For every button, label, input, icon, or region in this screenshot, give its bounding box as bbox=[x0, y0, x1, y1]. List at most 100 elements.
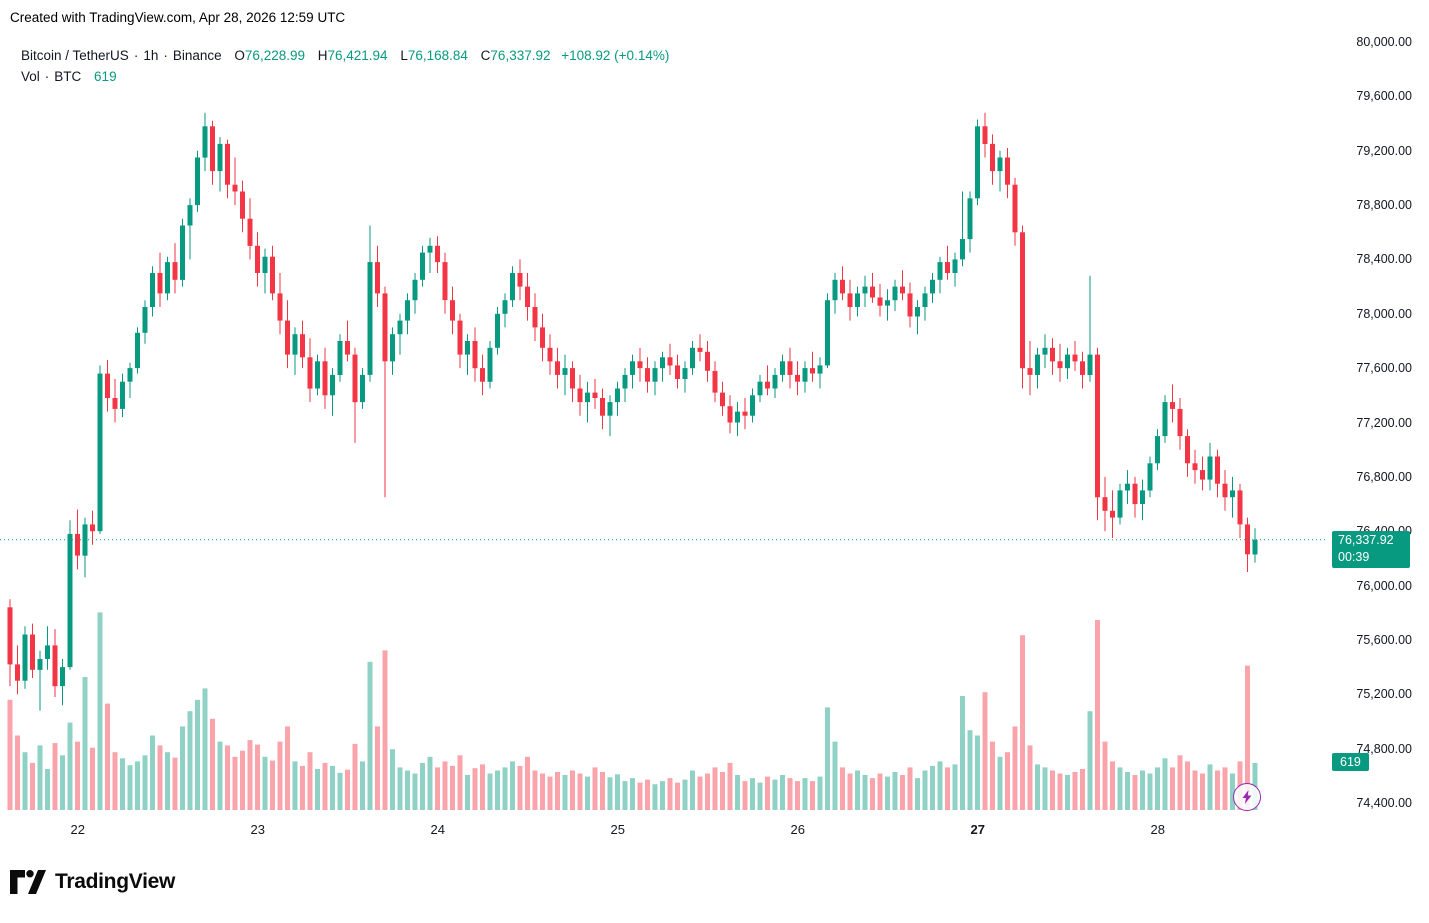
volume-bar bbox=[840, 767, 845, 810]
candle-body bbox=[675, 365, 680, 379]
candle-body bbox=[547, 347, 553, 362]
volume-label[interactable]: Vol bbox=[21, 69, 40, 84]
volume-bar bbox=[975, 735, 980, 810]
candle-body bbox=[780, 361, 785, 375]
separator: · bbox=[163, 48, 168, 63]
candle-body bbox=[390, 334, 395, 362]
volume-bar bbox=[195, 699, 200, 810]
candle-body bbox=[795, 374, 800, 382]
candle-body bbox=[322, 361, 328, 396]
price-axis[interactable]: 80,000.00 79,600.00 79,200.00 78,800.00 78,4… bbox=[1329, 0, 1429, 860]
candle-body bbox=[810, 368, 815, 374]
volume-legend-row: Vol · BTC 619 bbox=[21, 66, 669, 87]
volume-bar bbox=[622, 781, 628, 810]
candle-body bbox=[997, 157, 1003, 172]
volume-bar bbox=[937, 761, 943, 810]
candle-body bbox=[90, 524, 95, 532]
candle-body bbox=[870, 286, 875, 298]
candle-body bbox=[405, 300, 410, 321]
volume-bar bbox=[780, 775, 785, 810]
price-axis-label: 74,400.00 bbox=[1356, 796, 1412, 810]
tradingview-logo[interactable]: TradingView bbox=[10, 870, 175, 894]
candle-body bbox=[802, 368, 808, 382]
candle-body bbox=[975, 126, 980, 199]
volume-bar bbox=[795, 781, 800, 810]
volume-bar bbox=[7, 699, 13, 810]
candle-body bbox=[1162, 402, 1168, 437]
volume-bar bbox=[967, 730, 973, 810]
volume-bar bbox=[1140, 770, 1145, 810]
volume-bar bbox=[1102, 741, 1108, 810]
price-axis-label: 75,200.00 bbox=[1356, 687, 1412, 702]
candle-body bbox=[907, 293, 913, 317]
volume-bar bbox=[592, 767, 598, 810]
candle-body bbox=[1200, 470, 1205, 480]
volume-bar bbox=[892, 772, 898, 810]
candle-body bbox=[825, 300, 830, 366]
candle-body bbox=[255, 245, 260, 273]
price-axis-label: 78,000.00 bbox=[1356, 306, 1412, 321]
interval-label[interactable]: 1h bbox=[143, 48, 159, 63]
candle-body bbox=[37, 659, 43, 670]
volume-bar bbox=[390, 749, 395, 810]
volume-bar bbox=[952, 764, 958, 810]
volume-bar bbox=[187, 711, 193, 810]
ohlc-close: C76,337.92 bbox=[481, 48, 551, 63]
volume-bar bbox=[1065, 775, 1070, 810]
candle-body bbox=[660, 357, 665, 369]
candle-body bbox=[622, 374, 628, 389]
quick-trade-button[interactable] bbox=[1233, 783, 1261, 811]
candle-body bbox=[690, 347, 695, 369]
volume-bar bbox=[742, 781, 748, 810]
volume-bar bbox=[855, 770, 860, 810]
candle-body bbox=[645, 368, 650, 382]
symbol-title[interactable]: Bitcoin / TetherUS bbox=[21, 48, 129, 63]
volume-bar bbox=[697, 776, 703, 810]
candle-body bbox=[577, 388, 583, 403]
candle-body bbox=[885, 300, 890, 306]
candle-body bbox=[1042, 347, 1048, 355]
candle-body bbox=[450, 300, 455, 321]
price-axis-label: 76,000.00 bbox=[1356, 578, 1412, 593]
volume-bar bbox=[262, 756, 268, 810]
candle-body bbox=[195, 157, 200, 206]
candle-body bbox=[915, 307, 920, 317]
candle-body bbox=[1147, 463, 1153, 491]
volume-bar bbox=[682, 779, 688, 810]
candle-body bbox=[270, 256, 275, 294]
bar-countdown: 00:39 bbox=[1338, 549, 1370, 564]
candle-body bbox=[427, 245, 433, 253]
candle-body bbox=[937, 262, 943, 280]
volume-bar bbox=[37, 745, 43, 810]
volume-bar bbox=[1200, 773, 1205, 810]
candle-body bbox=[495, 313, 500, 348]
candle-body bbox=[97, 373, 103, 532]
separator: · bbox=[44, 69, 50, 84]
volume-bar bbox=[165, 752, 170, 810]
candle-body bbox=[817, 365, 823, 374]
exchange-label[interactable]: Binance bbox=[172, 48, 222, 63]
volume-bar bbox=[225, 745, 230, 810]
volume-bar bbox=[517, 765, 523, 810]
volume-bar bbox=[862, 775, 868, 810]
volume-bar bbox=[607, 777, 613, 810]
candle-body bbox=[262, 256, 268, 273]
volume-bar bbox=[615, 774, 620, 810]
volume-bar bbox=[1095, 620, 1100, 810]
time-axis[interactable]: 22 23 24 25 26 27 28 bbox=[0, 822, 1330, 842]
candle-body bbox=[930, 279, 935, 294]
volume-bar bbox=[150, 735, 155, 810]
symbol-legend-row: Bitcoin / TetherUS · 1h · Binance O76,228.99… bbox=[21, 45, 669, 66]
volume-bar bbox=[690, 770, 695, 810]
candle-body bbox=[285, 320, 290, 355]
candle-body bbox=[172, 262, 178, 280]
volume-bar bbox=[210, 718, 215, 810]
candle-body bbox=[562, 368, 568, 375]
candle-body bbox=[375, 262, 380, 294]
candle-body bbox=[277, 293, 283, 321]
volume-bar bbox=[1117, 767, 1123, 810]
volume-bar bbox=[570, 770, 575, 810]
volume-bar bbox=[1042, 767, 1048, 810]
volume-bar bbox=[735, 775, 740, 810]
